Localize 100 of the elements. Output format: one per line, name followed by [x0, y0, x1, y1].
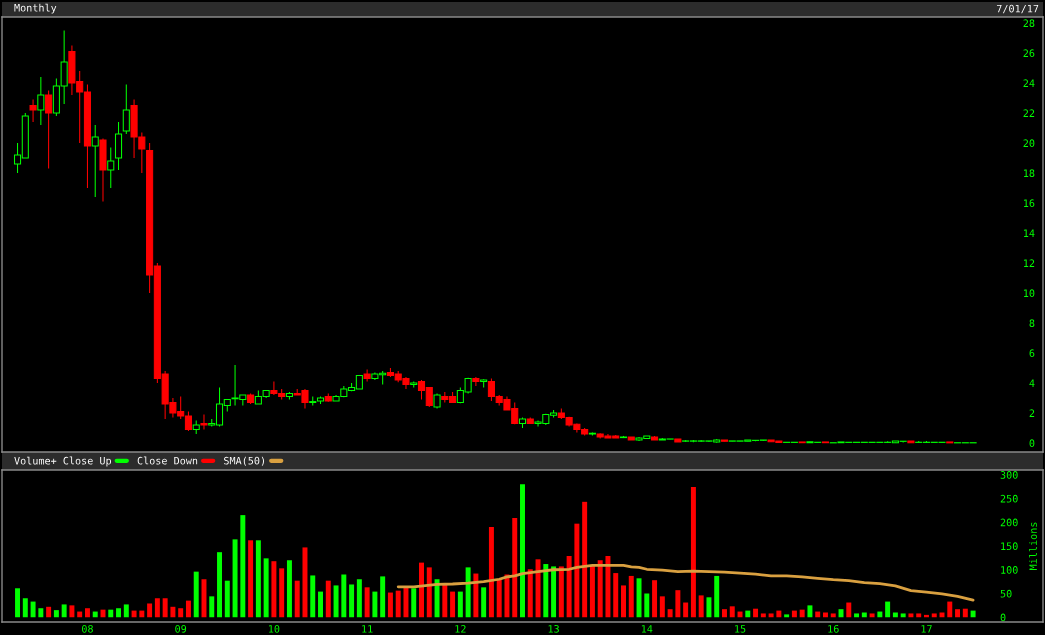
legend-label: Close Up [63, 456, 112, 467]
bar [61, 604, 67, 618]
y-tick-label: 10 [1024, 289, 1035, 298]
y-tick-label: 6 [1029, 349, 1035, 358]
bar [962, 608, 968, 618]
bar [426, 567, 432, 618]
x-tick-label: 15 [735, 625, 746, 633]
chart-title: Volume+ [14, 456, 57, 465]
bar [294, 580, 300, 618]
candlestick [29, 98, 37, 123]
bar [318, 591, 323, 618]
y-tick-label: 0 [1000, 613, 1006, 622]
bar [675, 590, 681, 618]
bar [193, 571, 199, 618]
y-tick-label: 14 [1024, 229, 1035, 237]
bar [473, 573, 479, 618]
bar [279, 568, 285, 618]
bar [535, 559, 541, 618]
bar [753, 608, 759, 618]
y-tick-label: 20 [1023, 139, 1035, 148]
bar [846, 602, 852, 618]
bar [776, 610, 782, 618]
x-tick-label: 13 [548, 625, 559, 633]
y-tick-label: 150 [1001, 542, 1018, 551]
bar [341, 574, 347, 618]
bar [450, 591, 456, 618]
bar [830, 613, 836, 618]
bar [403, 587, 409, 618]
bar [481, 587, 487, 618]
bar [84, 608, 90, 618]
bar [434, 579, 440, 618]
bar [690, 487, 696, 618]
bar [970, 610, 976, 618]
y-tick-label: 8 [1029, 319, 1035, 328]
bar [885, 601, 891, 618]
x-tick-label: 14 [641, 625, 653, 633]
bar [644, 593, 650, 618]
bar [768, 613, 774, 618]
candlestick [91, 124, 99, 198]
bar [310, 575, 316, 618]
text: 7/01/17 [996, 4, 1039, 14]
x-tick-label: 12 [455, 625, 466, 633]
candlestick [114, 121, 123, 171]
bar [224, 580, 230, 618]
x-tick-label: 17 [921, 625, 932, 633]
bar [411, 588, 417, 618]
bar [799, 609, 805, 618]
x-tick-label: 11 [362, 625, 373, 633]
y-tick-label: 50 [1000, 589, 1012, 598]
bar [900, 613, 906, 618]
bar [139, 610, 145, 618]
bar [209, 596, 215, 618]
candlestick [107, 146, 115, 189]
bar [659, 596, 665, 618]
candlestick [37, 76, 45, 126]
y-tick-label: 0 [1029, 439, 1035, 448]
bar [53, 610, 59, 618]
chart-title: Monthly [14, 3, 57, 14]
bar [947, 601, 953, 618]
x-tick-label: 08 [82, 625, 93, 633]
y-tick-label: 16 [1024, 199, 1035, 208]
bar [108, 609, 114, 618]
candlestick [45, 89, 53, 170]
bar [30, 601, 36, 618]
bar [520, 484, 525, 618]
bar [760, 613, 766, 618]
x-tick-label: 10 [269, 625, 280, 633]
bar [869, 613, 875, 618]
bar [333, 585, 339, 618]
candlestick [200, 413, 208, 431]
y-tick-label: 2 [1029, 409, 1035, 417]
bar [255, 540, 261, 618]
bar [698, 595, 704, 618]
y-tick-label: 250 [1000, 494, 1018, 503]
bar [271, 561, 277, 618]
bar [582, 501, 588, 618]
bar [496, 579, 502, 618]
bar [605, 555, 611, 618]
bar [325, 580, 331, 618]
bar [566, 555, 572, 618]
bar [15, 588, 21, 618]
bar [217, 552, 223, 618]
bar [356, 579, 362, 618]
bar [380, 576, 386, 618]
y-tick-label: 200 [1000, 518, 1018, 527]
bar [263, 558, 269, 618]
bar [232, 539, 238, 618]
bar [551, 566, 557, 618]
bar [123, 604, 129, 618]
bar [714, 575, 720, 618]
bar [683, 602, 689, 618]
bar [395, 590, 401, 618]
line-series [396, 564, 975, 602]
bar [636, 578, 642, 618]
bar [931, 613, 937, 618]
bar [504, 574, 510, 618]
bar [147, 603, 153, 618]
bar [955, 609, 961, 618]
bar [248, 540, 254, 618]
bar [667, 609, 673, 618]
